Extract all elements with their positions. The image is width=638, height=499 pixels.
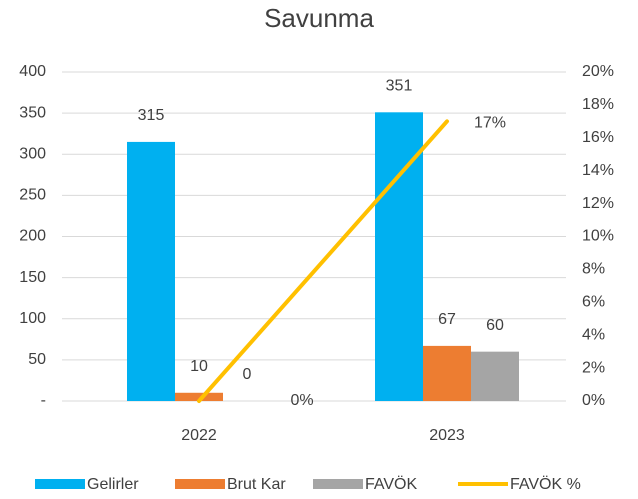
y2-tick-label: 4% [582,326,605,343]
data-label: 351 [386,78,413,95]
data-label: 0% [290,392,313,409]
legend-swatch [35,479,85,489]
y2-tick-label: 8% [582,261,605,278]
data-label: 0 [243,366,252,383]
y-tick-label: 150 [19,269,46,286]
legend-label: Gelirler [87,476,139,493]
y-tick-label: 350 [19,104,46,121]
y2-tick-label: 2% [582,359,605,376]
data-label: 10 [190,358,208,375]
y2-tick-label: 18% [582,96,614,113]
x-tick-label: 2023 [429,427,465,444]
data-label: 315 [138,107,165,124]
y-tick-label: 250 [19,187,46,204]
y-tick-label: - [41,392,46,409]
y-tick-label: 200 [19,228,46,245]
legend-swatch [175,479,225,489]
legend-label: FAVÖK % [510,475,581,493]
bar [423,345,471,401]
y2-tick-label: 14% [582,162,614,179]
y2-tick-label: 0% [582,392,605,409]
y2-tick-label: 12% [582,195,614,212]
data-label: 17% [474,115,506,132]
y2-tick-label: 10% [582,228,614,245]
y-tick-label: 100 [19,310,46,327]
y-tick-label: 400 [19,63,46,80]
bar [127,141,175,401]
data-label: 60 [486,317,504,334]
y2-tick-label: 20% [582,63,614,80]
x-tick-label: 2022 [181,427,217,444]
legend-label: FAVÖK [365,475,417,493]
data-label: 67 [438,311,456,328]
chart-title: Savunma [264,3,374,33]
line [197,119,449,403]
legend-label: Brut Kar [227,476,286,493]
bar [471,351,519,401]
y2-tick-label: 16% [582,129,614,146]
y2-tick-label: 6% [582,294,605,311]
bar [175,392,223,401]
legend-swatch [313,479,363,489]
y-tick-label: 300 [19,145,46,162]
y-tick-label: 50 [28,351,46,368]
